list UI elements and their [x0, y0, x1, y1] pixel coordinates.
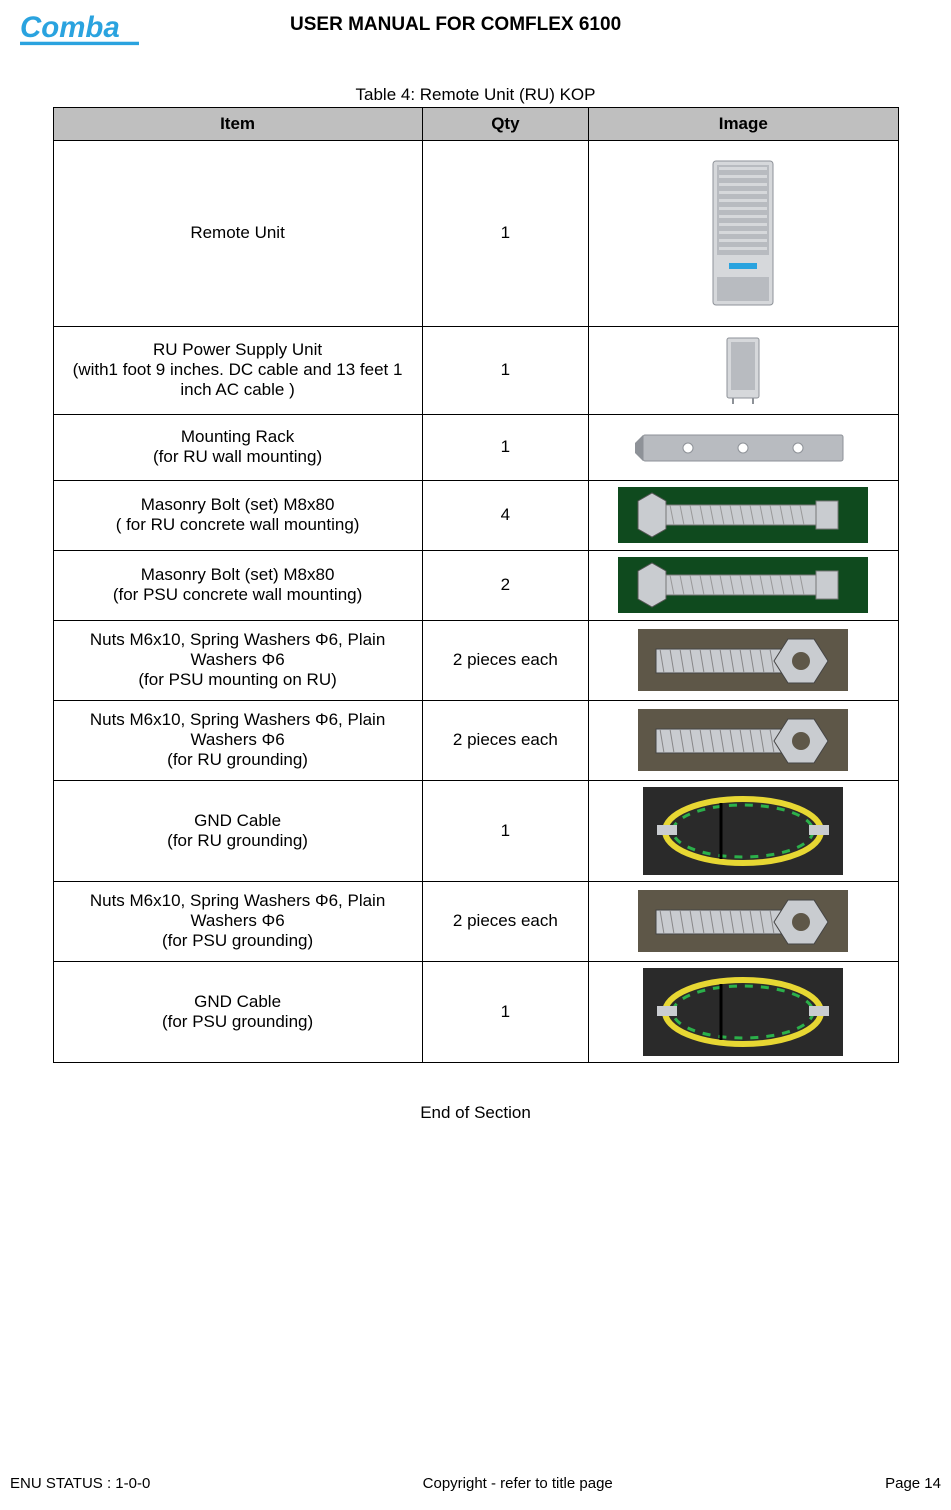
item-main-text: Remote Unit: [62, 223, 414, 243]
item-main-text: GND Cable: [62, 992, 414, 1012]
item-main-text: GND Cable: [62, 811, 414, 831]
item-sub-text: (with1 foot 9 inches. DC cable and 13 fe…: [62, 360, 414, 400]
cell-qty: 1: [422, 961, 588, 1062]
page-footer: ENU STATUS : 1-0-0 Copyright - refer to …: [0, 1475, 951, 1492]
table-row: RU Power Supply Unit(with1 foot 9 inches…: [53, 326, 898, 414]
cell-qty: 2 pieces each: [422, 700, 588, 780]
table-row: Remote Unit 1: [53, 140, 898, 326]
table-row: Nuts M6x10, Spring Washers Φ6, Plain Was…: [53, 620, 898, 700]
footer-page: Page 14: [885, 1475, 941, 1492]
footer-status: ENU STATUS : 1-0-0: [10, 1475, 150, 1492]
cell-item: Mounting Rack(for RU wall mounting): [53, 414, 422, 480]
cell-item: GND Cable(for RU grounding): [53, 780, 422, 881]
page-header: Comba USER MANUAL FOR COMFLEX 6100: [0, 0, 951, 55]
cell-image: [589, 414, 898, 480]
cell-qty: 1: [422, 414, 588, 480]
cell-image: [589, 620, 898, 700]
item-sub-text: (for PSU grounding): [62, 931, 414, 951]
table-row: GND Cable(for PSU grounding)1: [53, 961, 898, 1062]
cell-qty: 1: [422, 326, 588, 414]
table-header-row: Item Qty Image: [53, 107, 898, 140]
cell-qty: 1: [422, 140, 588, 326]
table-row: Masonry Bolt (set) M8x80( for RU concret…: [53, 480, 898, 550]
cell-item: Masonry Bolt (set) M8x80(for PSU concret…: [53, 550, 422, 620]
item-main-text: Nuts M6x10, Spring Washers Φ6, Plain Was…: [62, 710, 414, 750]
cell-qty: 2: [422, 550, 588, 620]
cell-item: Nuts M6x10, Spring Washers Φ6, Plain Was…: [53, 700, 422, 780]
footer-copyright: Copyright - refer to title page: [423, 1475, 613, 1492]
end-of-section: End of Section: [0, 1103, 951, 1123]
item-sub-text: (for PSU mounting on RU): [62, 670, 414, 690]
item-sub-text: ( for RU concrete wall mounting): [62, 515, 414, 535]
table-caption: Table 4: Remote Unit (RU) KOP: [0, 85, 951, 105]
item-sub-text: (for RU grounding): [62, 831, 414, 851]
cell-qty: 1: [422, 780, 588, 881]
item-sub-text: (for PSU concrete wall mounting): [62, 585, 414, 605]
col-header-image: Image: [589, 107, 898, 140]
cell-image: [589, 550, 898, 620]
cell-qty: 2 pieces each: [422, 620, 588, 700]
cell-image: [589, 700, 898, 780]
cell-item: RU Power Supply Unit(with1 foot 9 inches…: [53, 326, 422, 414]
comba-logo: Comba: [20, 10, 190, 55]
cell-item: GND Cable(for PSU grounding): [53, 961, 422, 1062]
cell-item: Masonry Bolt (set) M8x80( for RU concret…: [53, 480, 422, 550]
cell-image: [589, 881, 898, 961]
cell-item: Nuts M6x10, Spring Washers Φ6, Plain Was…: [53, 620, 422, 700]
cell-image: [589, 961, 898, 1062]
col-header-qty: Qty: [422, 107, 588, 140]
kop-table: Item Qty Image Remote Unit 1 RU Power Sup…: [53, 107, 899, 1063]
table-row: Nuts M6x10, Spring Washers Φ6, Plain Was…: [53, 700, 898, 780]
table-row: GND Cable(for RU grounding)1: [53, 780, 898, 881]
item-main-text: Masonry Bolt (set) M8x80: [62, 565, 414, 585]
item-sub-text: (for RU grounding): [62, 750, 414, 770]
table-row: Nuts M6x10, Spring Washers Φ6, Plain Was…: [53, 881, 898, 961]
item-sub-text: (for PSU grounding): [62, 1012, 414, 1032]
item-main-text: Nuts M6x10, Spring Washers Φ6, Plain Was…: [62, 891, 414, 931]
cell-qty: 2 pieces each: [422, 881, 588, 961]
cell-qty: 4: [422, 480, 588, 550]
table-row: Mounting Rack(for RU wall mounting)1: [53, 414, 898, 480]
cell-image: [589, 326, 898, 414]
document-title: USER MANUAL FOR COMFLEX 6100: [290, 14, 621, 36]
table-row: Masonry Bolt (set) M8x80(for PSU concret…: [53, 550, 898, 620]
item-sub-text: (for RU wall mounting): [62, 447, 414, 467]
item-main-text: Mounting Rack: [62, 427, 414, 447]
cell-item: Nuts M6x10, Spring Washers Φ6, Plain Was…: [53, 881, 422, 961]
col-header-item: Item: [53, 107, 422, 140]
item-main-text: Masonry Bolt (set) M8x80: [62, 495, 414, 515]
svg-text:Comba: Comba: [20, 11, 120, 44]
cell-image: [589, 480, 898, 550]
cell-item: Remote Unit: [53, 140, 422, 326]
cell-image: [589, 780, 898, 881]
item-main-text: RU Power Supply Unit: [62, 340, 414, 360]
cell-image: [589, 140, 898, 326]
item-main-text: Nuts M6x10, Spring Washers Φ6, Plain Was…: [62, 630, 414, 670]
